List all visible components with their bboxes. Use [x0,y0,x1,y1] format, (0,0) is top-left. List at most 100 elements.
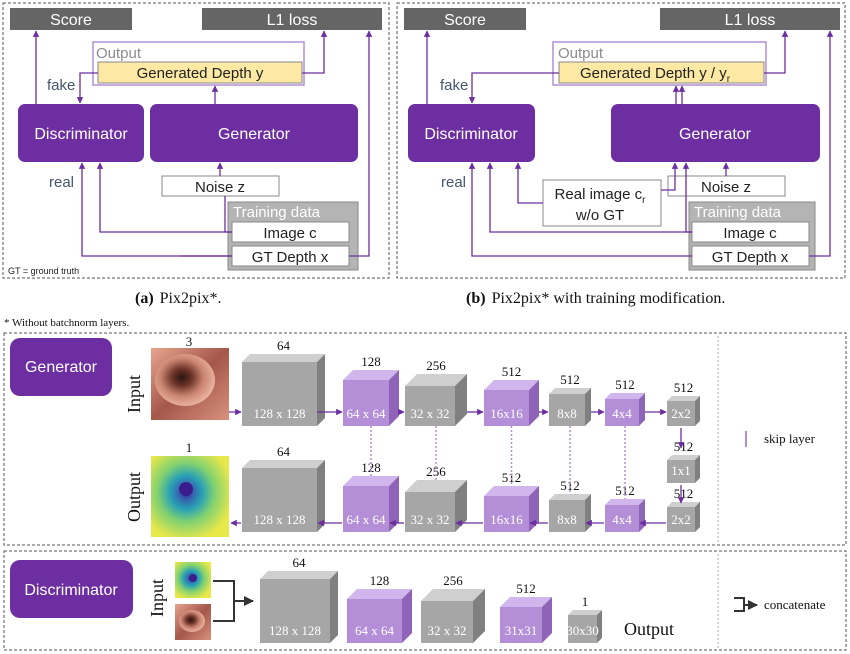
encoder-block-4-top [549,388,591,394]
caption-b: (b) Pix2pix* with training modification. [466,290,725,307]
encoder-block-3-front [484,390,529,426]
disc-block-0: 64 128 x 128 [260,555,338,643]
real-image-label: Real image cr [555,186,647,206]
panel-a-arrows [32,30,373,257]
skip-legend-label: skip layer [764,431,816,446]
discriminator-block-b [408,104,535,162]
concat-legend-icon [734,597,758,612]
real-label-b: real [441,174,466,191]
gt-note: GT = ground truth [8,266,79,276]
decoder-block-5-size: 4x4 [612,512,632,527]
encoder-block-0-front [242,362,317,426]
discriminator-output-label: Output [624,619,674,639]
input-channels: 3 [186,334,193,349]
l1-loss-box [202,8,382,30]
decoder-block-1-size: 64 x 64 [347,512,387,527]
encoder-block-6-size: 2x2 [671,406,691,421]
disc-input-depth-thumb [175,562,211,598]
without-gt-label: w/o GT [575,207,624,224]
generated-depth-label: Generated Depth y [137,65,264,82]
discriminator-block [18,104,144,162]
l1-loss-label: L1 loss [267,12,318,29]
bottleneck-block-size: 1x1 [671,463,691,478]
output-label-b: Output [558,45,604,62]
image-c-label: Image c [263,225,317,242]
disc-block-1-top [347,589,412,599]
encoder-block-3-top [484,380,539,390]
generator-label: Generator [218,126,291,143]
output-channels: 1 [186,440,193,455]
encoder-block-3-channels: 512 [502,364,522,379]
disc-block-4-channels: 1 [582,594,589,609]
fake-label: fake [47,77,75,94]
disc-block-3: 512 31x31 [500,581,552,643]
decoder-block-2-top [405,480,467,492]
image-c-label-b: Image c [723,225,777,242]
generated-depth-label-b: Generated Depth y / yr [580,65,731,85]
discriminator-title: Discriminator [24,582,118,599]
panel-a: Score L1 loss Output Generated Depth y f… [2,2,390,279]
bottleneck-block: 512 1x1 [667,439,700,483]
concat-legend-label: concatenate [764,597,826,612]
encoder-block-2-front [405,386,455,426]
encoder-block-2-channels: 256 [426,358,446,373]
decoder-block-3-top [484,486,539,496]
encoder-block-1: 128 64 x 64 [343,354,399,426]
disc-block-2-top [421,589,485,601]
encoder-block-3-side [529,380,539,426]
encoder-block-2-size: 32 x 32 [411,406,450,421]
bottleneck-block-side [695,455,700,483]
disc-block-3-front [500,607,542,643]
encoder-block-6-channels: 512 [674,380,694,395]
decoder-block-0-front [242,468,317,532]
encoder-block-0-top [242,354,325,362]
encoder-block-5-side [639,393,645,426]
l1-loss-label-b: L1 loss [725,12,776,29]
discriminator-title-badge [10,560,133,618]
generator-block-b [611,104,820,162]
caption-a: (a) Pix2pix*. [135,290,221,307]
disc-block-0-side [330,571,338,643]
disc-block-4-front [568,615,597,643]
decoder-block-4-side [585,494,591,532]
decoder-block-4-channels: 512 [560,478,580,493]
footnote: * Without batchnorm layers. [4,317,129,329]
l1-loss-box-b [660,8,840,30]
decoder-block-2-side [455,480,467,532]
training-data-label: Training data [233,204,321,221]
encoder-block-6-side [695,396,700,426]
encoder-block-1-top [343,370,399,380]
concat-bracket [213,580,254,622]
decoder-block-4-top [549,494,591,500]
disc-block-1-channels: 128 [370,573,390,588]
encoder-block-6-front [667,401,695,426]
decoder-block-0-channels: 64 [277,444,291,459]
discriminator-input-label: Input [147,579,167,617]
disc-block-1-front [347,599,402,643]
disc-block-0-channels: 64 [293,555,307,570]
generator-section: Generator Input Output 3 1 64 128 x 128 12… [3,332,847,546]
disc-block-0-size: 128 x 128 [269,623,321,638]
disc-block-2-side [473,589,485,643]
decoder-block-1-side [389,476,399,532]
training-data-label-b: Training data [694,204,782,221]
encoder-block-2-side [455,374,467,426]
encoder-block-4-size: 8x8 [557,406,577,421]
generator-label-b: Generator [679,126,752,143]
disc-block-2: 256 32 x 32 [421,573,485,643]
encoder-block-5-size: 4x4 [612,406,632,421]
disc-block-4: 1 30x30 [566,594,602,643]
decoder-block-3-channels: 512 [502,470,522,485]
encoder-block-1-channels: 128 [361,354,381,369]
generator-arrows [229,408,685,527]
decoder-block-1-front [343,486,389,532]
score-box [10,8,132,30]
decoder-block-2-front [405,492,455,532]
generator-section-frame [3,332,847,546]
discriminator-layers: 64 128 x 128 128 64 x 64 256 32 x 32 512 31x31 1… [260,555,602,643]
discriminator-section-frame [3,550,847,651]
decoder-block-0-side [317,460,325,532]
